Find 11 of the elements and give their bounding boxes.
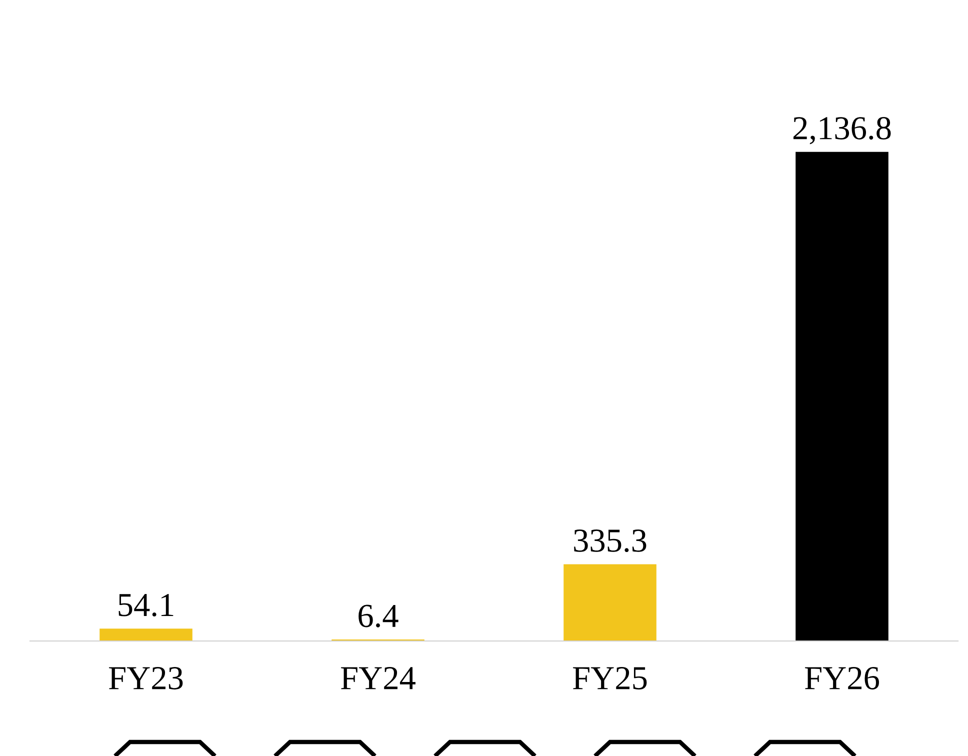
x-tick-label: FY26: [804, 667, 879, 690]
data-label: 54.1: [118, 594, 174, 616]
x-tick-label: FY23: [108, 667, 183, 690]
bar: [564, 564, 656, 641]
data-label: 335.3: [574, 530, 646, 552]
bar: [796, 152, 888, 641]
bar: [100, 628, 192, 641]
x-tick-label: FY25: [572, 667, 647, 690]
data-label: 2,136.8: [793, 117, 891, 144]
x-tick-label: FY24: [340, 667, 416, 690]
data-label: 6.4: [358, 604, 398, 628]
